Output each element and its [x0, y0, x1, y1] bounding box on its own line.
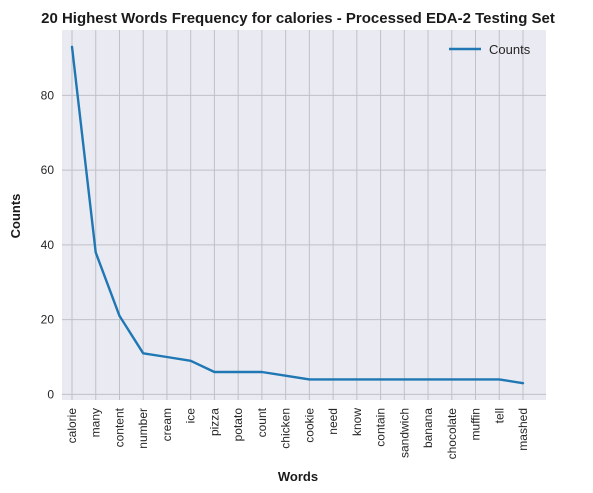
- x-tick-label-cream: cream: [160, 408, 174, 441]
- x-tick-label-know: know: [350, 408, 364, 436]
- y-tick-label: 40: [41, 238, 55, 252]
- plot-area: [62, 30, 546, 400]
- x-tick-label-many: many: [89, 408, 103, 437]
- x-tick-label-calorie: calorie: [65, 408, 79, 444]
- y-tick-label: 20: [41, 313, 55, 327]
- x-tick-label-sandwich: sandwich: [397, 408, 411, 458]
- y-tick-label: 0: [47, 387, 54, 401]
- x-tick-label-tell: tell: [492, 408, 506, 423]
- legend-label-counts: Counts: [489, 42, 531, 57]
- x-tick-label-chocolate: chocolate: [445, 408, 459, 460]
- x-tick-label-cookie: cookie: [302, 408, 316, 443]
- x-tick-label-need: need: [326, 408, 340, 435]
- y-tick-label: 60: [41, 163, 55, 177]
- x-tick-label-count: count: [255, 407, 269, 437]
- x-tick-label-mashed: mashed: [516, 408, 530, 451]
- x-tick-label-content: content: [112, 407, 126, 447]
- x-tick-label-contain: contain: [374, 408, 388, 447]
- legend: Counts: [449, 42, 531, 57]
- x-axis-ticks: calorie many content number cream ice pizza pot…: [65, 407, 530, 459]
- x-tick-label-pizza: pizza: [207, 408, 221, 436]
- chart-title: 20 Highest Words Frequency for calories …: [41, 10, 555, 27]
- x-tick-label-banana: banana: [421, 408, 435, 448]
- x-tick-label-chicken: chicken: [279, 408, 293, 449]
- grid-lines: [62, 30, 546, 400]
- x-axis-label: Words: [278, 469, 318, 484]
- series-line-counts: [70, 45, 525, 385]
- y-axis-ticks: 0 20 40 60 80: [41, 88, 55, 401]
- x-tick-label-ice: ice: [184, 408, 198, 424]
- x-tick-label-number: number: [136, 408, 150, 449]
- y-axis-label: Counts: [8, 194, 23, 239]
- x-tick-label-muffin: muffin: [469, 408, 483, 440]
- y-tick-label: 80: [41, 88, 55, 102]
- x-tick-label-potato: potato: [231, 408, 245, 442]
